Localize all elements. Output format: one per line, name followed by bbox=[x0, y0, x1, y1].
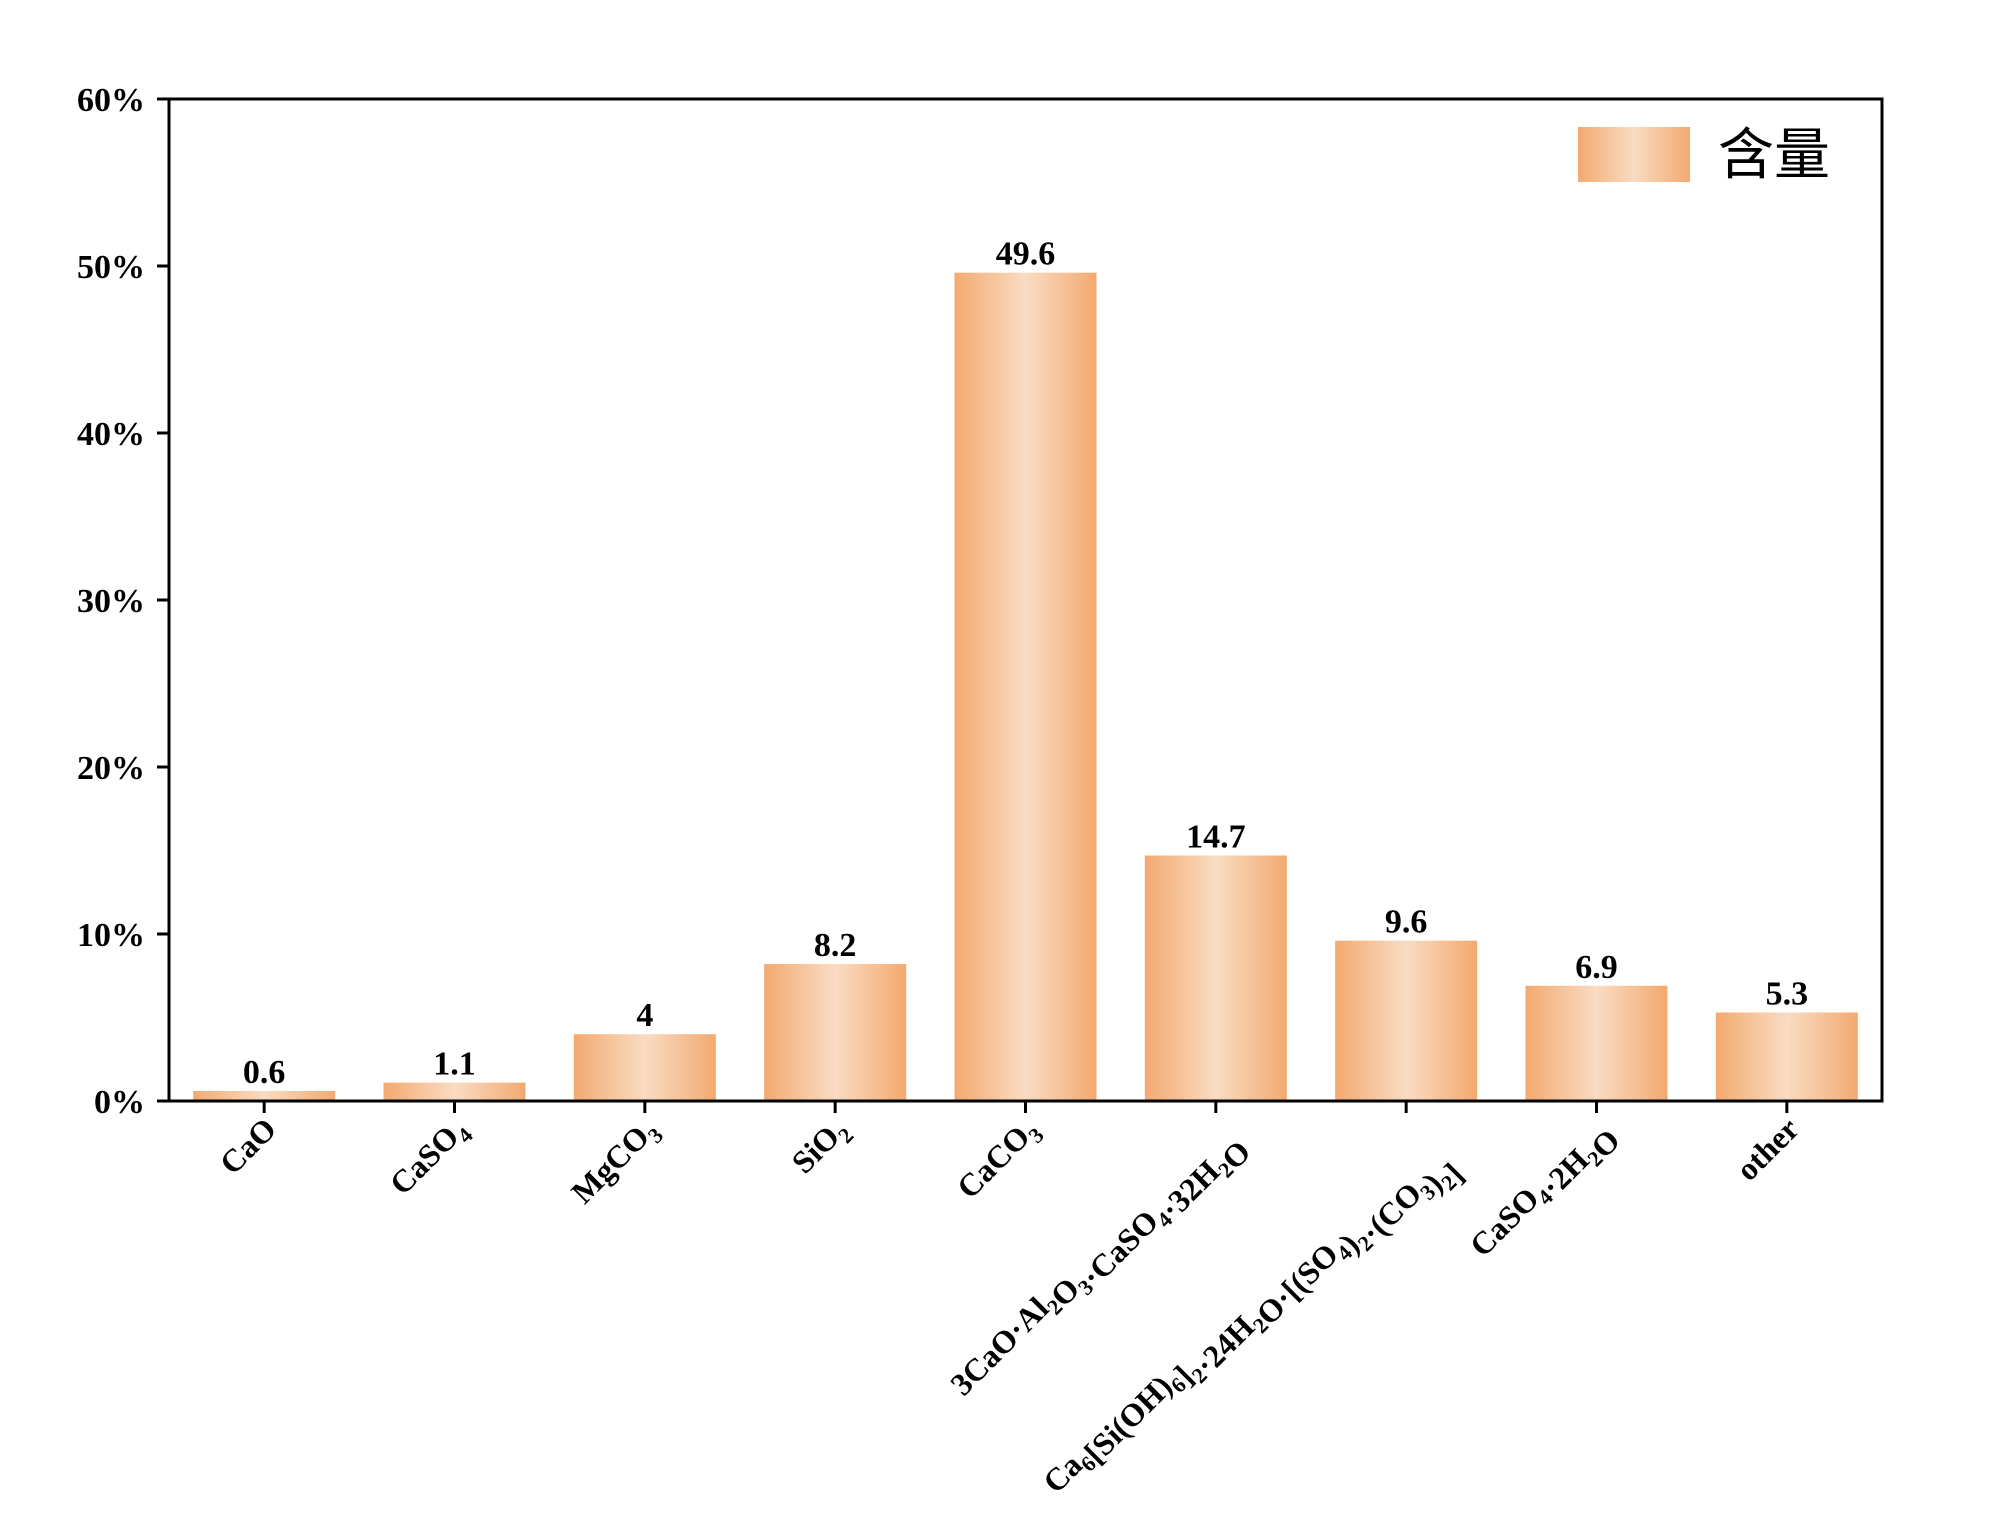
y-tick-label-5: 50% bbox=[77, 249, 145, 286]
x-tick-label-1: CaSO4 bbox=[382, 1110, 477, 1205]
legend-swatch bbox=[1578, 127, 1690, 182]
legend: 含量 bbox=[1578, 125, 1830, 187]
y-tick-label-4: 40% bbox=[77, 416, 145, 453]
bar-4 bbox=[954, 272, 1097, 1101]
x-tick-label-8: other bbox=[1729, 1110, 1806, 1187]
bar-5 bbox=[1144, 855, 1287, 1101]
data-label-6: 9.6 bbox=[1385, 904, 1428, 941]
x-tick-label-0: CaO bbox=[212, 1110, 283, 1181]
data-label-7: 6.9 bbox=[1575, 949, 1618, 986]
data-label-1: 1.1 bbox=[433, 1046, 476, 1083]
data-label-8: 5.3 bbox=[1766, 975, 1809, 1012]
data-label-0: 0.6 bbox=[243, 1054, 286, 1091]
bar-2 bbox=[573, 1034, 716, 1101]
bar-6 bbox=[1335, 940, 1478, 1101]
y-tick-label-0: 0% bbox=[94, 1084, 145, 1121]
legend-label: 含量 bbox=[1718, 125, 1830, 187]
y-tick-label-6: 60% bbox=[77, 82, 145, 119]
bar-8 bbox=[1715, 1012, 1858, 1101]
bar-3 bbox=[764, 964, 907, 1101]
data-label-3: 8.2 bbox=[814, 927, 857, 964]
data-label-5: 14.7 bbox=[1186, 819, 1246, 856]
data-label-4: 49.6 bbox=[996, 236, 1056, 273]
bar-0 bbox=[193, 1090, 336, 1101]
x-tick-label-4: CaCO3 bbox=[950, 1110, 1049, 1209]
x-tick-label-6: Ca6[Si(OH)6]2·24H2O·[(SO4)2·(CO3)2] bbox=[1036, 1110, 1471, 1531]
y-tick-label-3: 30% bbox=[77, 583, 145, 620]
y-tick-label-1: 10% bbox=[77, 917, 145, 954]
x-tick-label-7: CaSO4·2H2O bbox=[1463, 1110, 1627, 1274]
bar-1 bbox=[383, 1082, 526, 1101]
y-tick-label-2: 20% bbox=[77, 750, 145, 787]
data-label-2: 4 bbox=[636, 997, 653, 1034]
bar-7 bbox=[1525, 985, 1668, 1101]
x-tick-label-2: MgCO3 bbox=[564, 1110, 668, 1214]
bars-layer: 0.6 1.1 4 8.2 49.6 14.7 9.6 6.9 5.3 bbox=[193, 236, 1858, 1101]
x-tick-label-3: SiO2 bbox=[784, 1110, 858, 1184]
